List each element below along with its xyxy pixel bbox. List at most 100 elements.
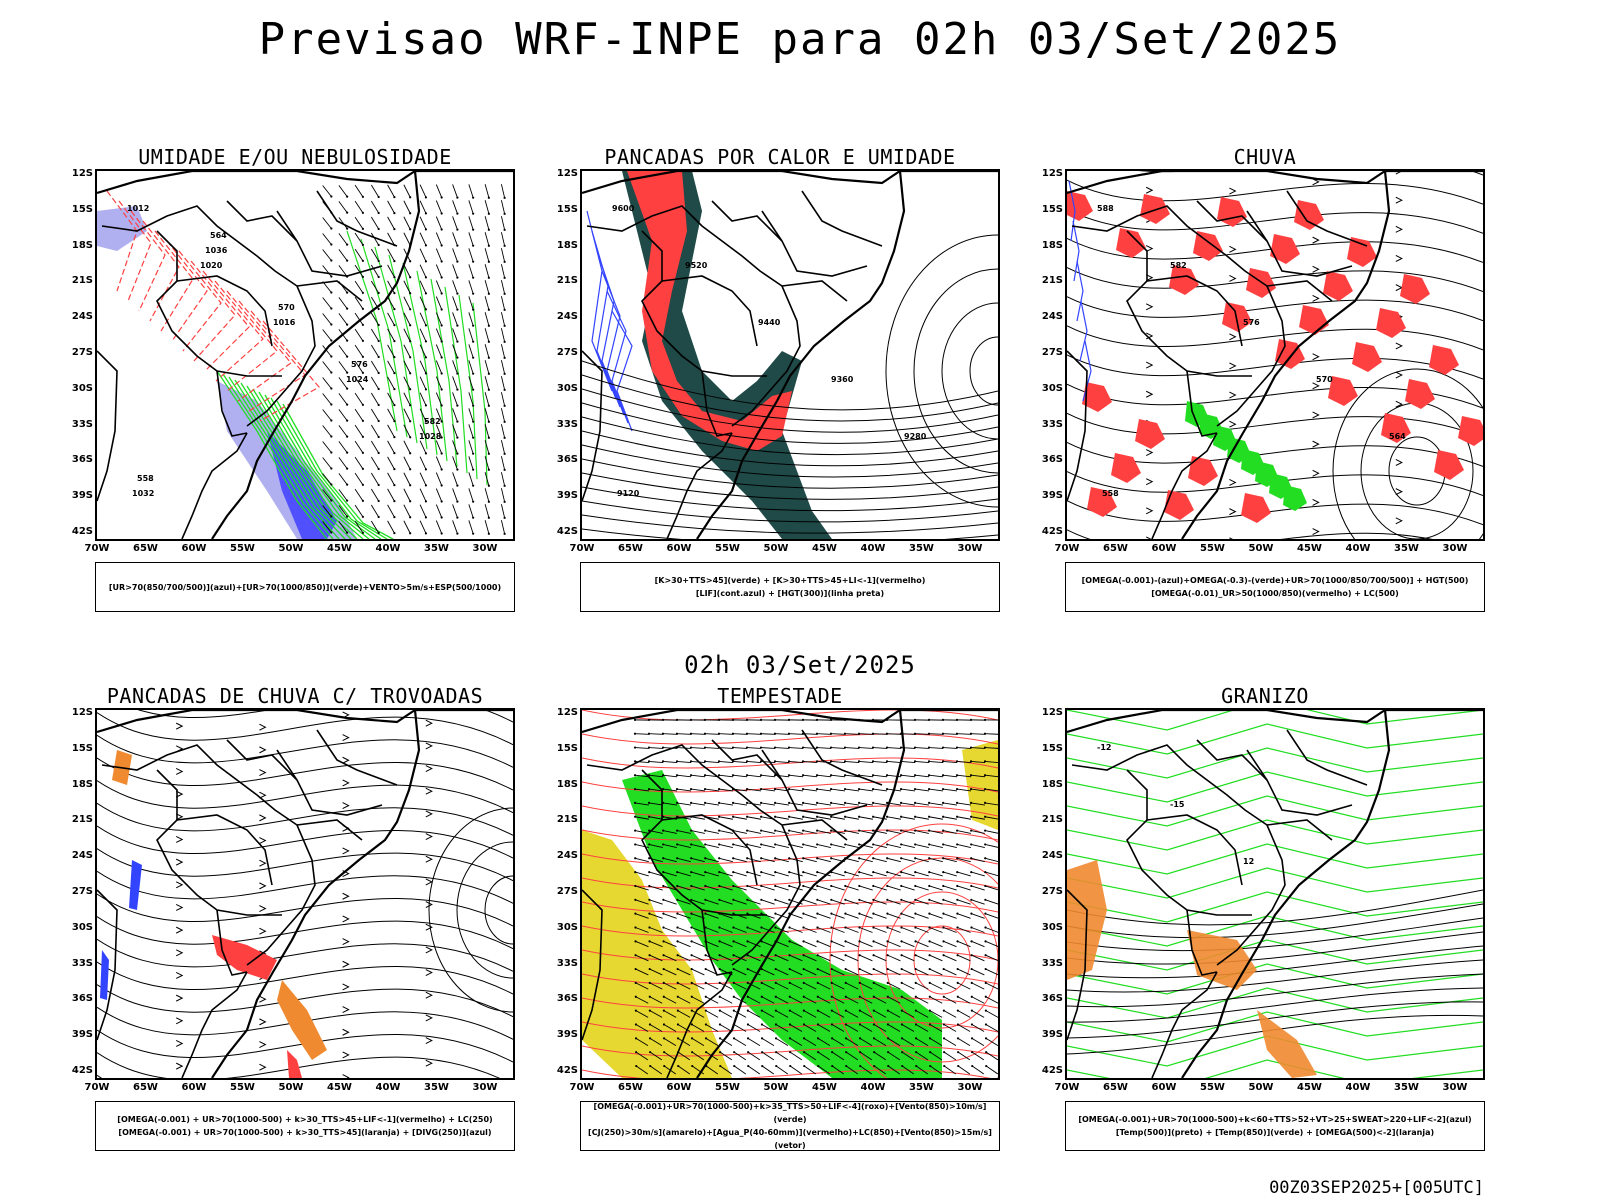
legend-line: [OMEGA(-0.01)_UR>50(1000/850)(vermelho) … xyxy=(1151,589,1399,598)
longitude-tick-label: 45W xyxy=(1297,1082,1322,1093)
longitude-tick-label: 70W xyxy=(1054,543,1080,554)
latitude-tick-label: 15S xyxy=(71,742,93,754)
map-graphic: 1012 1020 1016 1024 1028 1032 1036 570 576 582 558… xyxy=(97,171,513,539)
latitude-tick-label: 27S xyxy=(71,886,93,897)
latitude-tick-label: 12S xyxy=(556,168,578,179)
legend-line: [OMEGA(-0.001) + UR>70(1000-500) + k>30_… xyxy=(117,1115,493,1124)
legend-line: [Temp(500)](preto) + [Temp(850)](verde) … xyxy=(1115,1128,1435,1137)
latitude-tick-label: 39S xyxy=(71,490,93,502)
contour-label: 582 xyxy=(424,417,441,426)
latitude-tick-label: 42S xyxy=(556,526,578,537)
latitude-tick-label: 18S xyxy=(1041,778,1063,790)
longitude-tick-label: 40W xyxy=(1345,1082,1371,1093)
panel-title: GRANIZO xyxy=(1221,684,1309,708)
latitude-tick-label: 27S xyxy=(556,886,578,897)
latitude-tick-label: 36S xyxy=(71,454,93,466)
contour-label: 9440 xyxy=(758,318,781,327)
contour-label: 558 xyxy=(137,474,154,483)
longitude-tick-label: 60W xyxy=(181,543,207,554)
latitude-tick-label: 12S xyxy=(71,707,93,718)
main-title: Previsao WRF-INPE para 02h 03/Set/2025 xyxy=(258,14,1342,65)
latitude-tick-label: 24S xyxy=(71,311,93,323)
map-panel: CHUVA 12S 15S 18S 21S 24S 27S 30S 33S 36S 39S 42S 70… xyxy=(1042,145,1485,615)
map-graphic: -12 -15 12 xyxy=(1067,710,1483,1078)
longitude-tick-label: 65W xyxy=(133,1082,158,1093)
longitude-tick-label: 45W xyxy=(812,543,837,554)
latitude-tick-label: 27S xyxy=(71,347,93,358)
panel-title: PANCADAS DE CHUVA C/ TROVOADAS xyxy=(106,684,484,708)
latitude-tick-label: 36S xyxy=(556,993,578,1005)
longitude-tick-label: 40W xyxy=(1345,543,1371,554)
legend-line: [OMEGA(-0.001) + UR>70(1000-500) + k>30_… xyxy=(118,1128,492,1137)
longitude-tick-label: 65W xyxy=(1103,1082,1128,1093)
latitude-tick-label: 12S xyxy=(1041,168,1063,179)
panel-title: UMIDADE E/OU NEBULOSIDADE xyxy=(138,145,452,169)
map-area: 588 582 576 570 564 558 xyxy=(1065,169,1485,541)
longitude-tick-label: 40W xyxy=(860,1082,886,1093)
latitude-tick-label: 27S xyxy=(1041,347,1063,358)
forecast-time-label: 02h 03/Set/2025 xyxy=(684,651,916,679)
longitude-tick-label: 35W xyxy=(424,1082,449,1093)
latitude-tick-label: 15S xyxy=(556,203,578,215)
longitude-tick-label: 50W xyxy=(278,543,304,554)
contour-label: 9120 xyxy=(617,489,640,498)
longitude-tick-label: 55W xyxy=(230,1082,255,1093)
panel-legend: [OMEGA(-0.001) + UR>70(1000-500) + k>30_… xyxy=(95,1101,515,1151)
longitude-tick-label: 45W xyxy=(327,1082,352,1093)
contour-label: 1012 xyxy=(127,204,149,213)
latitude-tick-label: 27S xyxy=(556,347,578,358)
longitude-tick-label: 30W xyxy=(472,1082,498,1093)
latitude-tick-label: 12S xyxy=(1041,707,1063,718)
longitude-tick-label: 65W xyxy=(1103,543,1128,554)
latitude-tick-label: 39S xyxy=(1041,1029,1063,1041)
contour-label: 12 xyxy=(1243,857,1254,866)
longitude-tick-label: 35W xyxy=(424,543,449,554)
longitude-tick-label: 35W xyxy=(1394,1082,1419,1093)
longitude-tick-label: 30W xyxy=(472,543,498,554)
latitude-tick-label: 30S xyxy=(1041,382,1063,394)
latitude-tick-label: 42S xyxy=(71,526,93,537)
latitude-tick-label: 24S xyxy=(1041,850,1063,862)
longitude-tick-label: 55W xyxy=(1200,543,1225,554)
latitude-tick-label: 33S xyxy=(71,418,93,430)
map-panel: UMIDADE E/OU NEBULOSIDADE 12S 15S 18S 21S 24S… xyxy=(72,145,515,615)
longitude-tick-label: 55W xyxy=(715,1082,740,1093)
latitude-tick-label: 33S xyxy=(556,957,578,969)
latitude-tick-label: 21S xyxy=(1041,275,1063,287)
longitude-tick-label: 60W xyxy=(181,1082,207,1093)
latitude-tick-label: 33S xyxy=(1041,418,1063,430)
contour-label: 1036 xyxy=(205,246,228,255)
legend-line: [OMEGA(-0.001)+UR>70(1000-500)+k<60+TTS>… xyxy=(1078,1115,1472,1124)
latitude-tick-label: 18S xyxy=(556,778,578,790)
latitude-tick-label: 33S xyxy=(556,418,578,430)
contour-label: 9600 xyxy=(612,204,635,213)
contour-label: 9520 xyxy=(685,261,708,270)
latitude-tick-label: 33S xyxy=(71,957,93,969)
legend-line: [OMEGA(-0.001)+UR>70(1000-500)+k>35_TTS>… xyxy=(593,1102,987,1124)
longitude-tick-label: 40W xyxy=(860,543,886,554)
legend-line: [LIF](cont.azul) + [HGT(300)](linha pret… xyxy=(695,589,885,598)
map-area xyxy=(95,708,515,1080)
longitude-tick-label: 45W xyxy=(327,543,352,554)
latitude-tick-label: 24S xyxy=(71,850,93,862)
contour-label: 1032 xyxy=(132,489,154,498)
longitude-tick-label: 60W xyxy=(1151,543,1177,554)
panel-legend: [K>30+TTS>45](verde) + [K>30+TTS>45+LI<-… xyxy=(580,562,1000,612)
contour-label: 564 xyxy=(210,231,227,240)
panel-legend: [OMEGA(-0.001)-(azul)+OMEGA(-0.3)-(verde… xyxy=(1065,562,1485,612)
longitude-tick-label: 30W xyxy=(957,543,983,554)
map-area: -12 -15 12 xyxy=(1065,708,1485,1080)
map-area: 1012 1020 1016 1024 1028 1032 1036 570 576 582 558… xyxy=(95,169,515,541)
latitude-tick-label: 30S xyxy=(71,921,93,933)
latitude-tick-label: 18S xyxy=(71,239,93,251)
latitude-tick-label: 15S xyxy=(1041,203,1063,215)
longitude-tick-label: 40W xyxy=(375,1082,401,1093)
panel-legend: [OMEGA(-0.001)+UR>70(1000-500)+k<60+TTS>… xyxy=(1065,1101,1485,1151)
panel-title: PANCADAS POR CALOR E UMIDADE xyxy=(604,145,956,169)
longitude-tick-label: 50W xyxy=(278,1082,304,1093)
map-graphic xyxy=(582,710,998,1078)
latitude-tick-label: 42S xyxy=(71,1065,93,1076)
latitude-tick-label: 39S xyxy=(71,1029,93,1041)
longitude-tick-label: 35W xyxy=(909,1082,934,1093)
contour-label: 1024 xyxy=(346,375,369,384)
